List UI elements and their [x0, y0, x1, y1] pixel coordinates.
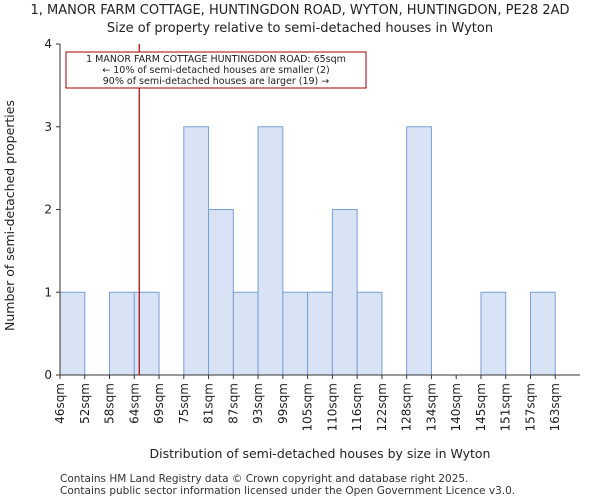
x-tick-label: 81sqm	[202, 383, 216, 424]
x-tick-label: 105sqm	[301, 383, 315, 431]
x-tick-label: 110sqm	[325, 383, 339, 431]
y-tick-label: 0	[44, 368, 52, 382]
x-axis-label: Distribution of semi-detached houses by …	[150, 446, 491, 461]
bar-58sqm	[109, 291, 135, 376]
chart-subtitle: Size of property relative to semi-detach…	[106, 21, 494, 36]
x-tick-label: 69sqm	[152, 383, 166, 424]
y-tick-label: 2	[44, 203, 52, 217]
x-tick-label: 75sqm	[177, 383, 191, 424]
histogram-chart: 0 1 2 3 4 46sqm 52sqm 58sqm 64sqm 69sqm 75sqm 81sqm…	[2, 37, 580, 461]
x-tick-label: 134sqm	[424, 383, 438, 431]
x-tick-label: 52sqm	[78, 383, 92, 424]
x-tick-label: 116sqm	[350, 383, 364, 431]
footer-line-2: Contains public sector information licen…	[60, 485, 516, 497]
x-tick-label: 99sqm	[276, 383, 290, 424]
x-tick-label: 163sqm	[548, 383, 562, 431]
x-tick-label: 58sqm	[103, 383, 117, 424]
footer-line-1: Contains HM Land Registry data © Crown c…	[60, 473, 469, 485]
bar-93sqm	[257, 126, 284, 376]
x-tick-label: 157sqm	[523, 383, 537, 431]
bar-145sqm	[480, 291, 507, 376]
bar-128sqm	[406, 126, 432, 376]
bar-105sqm	[307, 291, 333, 376]
x-tick-label: 140sqm	[449, 383, 463, 431]
bar-110sqm	[331, 209, 358, 376]
x-tick-label: 93sqm	[251, 383, 265, 424]
bar-99sqm	[282, 291, 309, 376]
x-tick-label: 46sqm	[53, 383, 67, 424]
x-tick-label: 87sqm	[226, 383, 240, 424]
annotation-line-2: ← 10% of semi-detached houses are smalle…	[102, 65, 330, 76]
annotation-line-3: 90% of semi-detached houses are larger (…	[103, 76, 330, 87]
chart-title: 1, MANOR FARM COTTAGE, HUNTINGDON ROAD, …	[30, 3, 570, 18]
x-tick-label: 64sqm	[127, 383, 141, 424]
x-tick-label: 151sqm	[499, 383, 513, 431]
y-tick-label: 3	[44, 120, 52, 134]
y-tick-label: 1	[44, 285, 52, 299]
annotation-line-1: 1 MANOR FARM COTTAGE HUNTINGDON ROAD: 65…	[86, 54, 346, 65]
bar-75sqm	[183, 126, 210, 376]
bar-81sqm	[208, 209, 234, 376]
y-axis-label: Number of semi-detached properties	[2, 100, 17, 331]
bar-87sqm	[232, 291, 259, 376]
bar-46sqm	[59, 291, 86, 376]
y-tick-label: 4	[44, 37, 52, 51]
x-tick-label: 145sqm	[474, 383, 488, 431]
bar-116sqm	[356, 291, 383, 376]
x-tick-label: 122sqm	[375, 383, 389, 431]
bar-157sqm	[529, 291, 556, 376]
annotation-box	[65, 51, 367, 89]
x-tick-label: 128sqm	[400, 383, 414, 431]
bar-64sqm	[133, 291, 160, 376]
